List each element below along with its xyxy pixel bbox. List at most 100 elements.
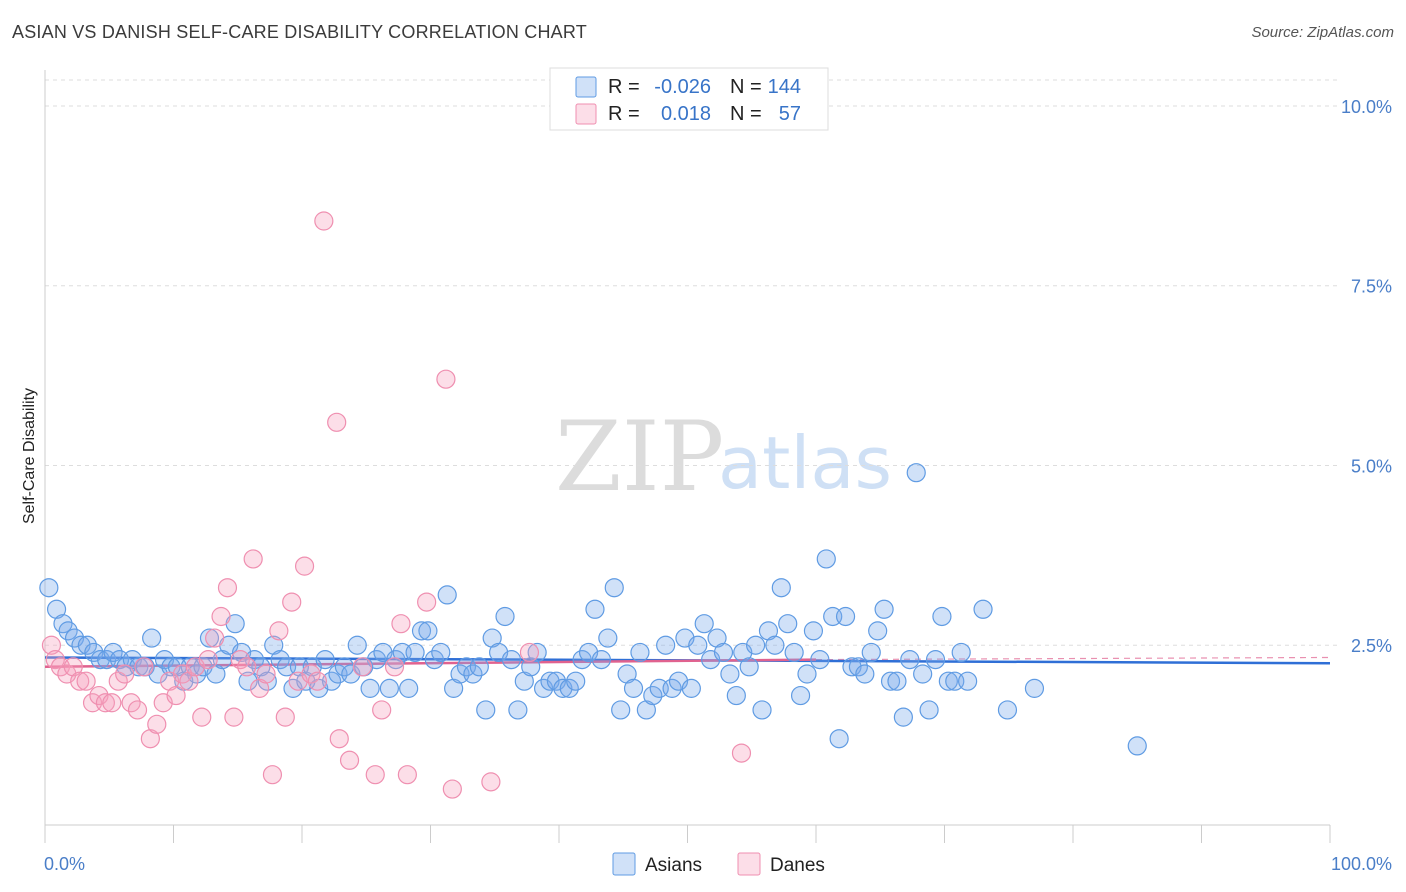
asian-point [630,642,650,663]
dane-point [127,700,148,720]
asian-point [973,599,993,619]
asian-point [495,606,515,627]
dane-point [249,678,270,698]
asian-point [559,678,579,698]
dane-point [365,765,385,785]
dane-point [327,412,347,432]
asian-point [501,650,522,670]
chart-title: ASIAN VS DANISH SELF-CARE DISABILITY COR… [12,22,587,42]
legend-n-value: 144 [768,76,801,98]
asian-point [418,621,438,641]
dane-point [147,714,167,734]
asian-point [784,642,804,663]
asian-point [656,635,676,655]
legend-n-value: 57 [779,103,801,125]
series-legend: Asians Danes [612,852,825,876]
asian-point [270,650,290,670]
asian-point [958,671,978,691]
asian-point [643,685,663,706]
asian-point [765,635,785,655]
dane-point [275,707,295,727]
legend-swatch-asians [575,76,597,98]
series-swatch-asians [612,852,636,876]
asian-point [758,621,779,641]
dane-point [134,657,154,677]
dane-point [179,671,199,691]
asian-point [264,635,284,655]
dane-point [442,779,462,799]
asian-point [527,642,547,663]
y-tick-labels: 2.5% 5.0% 7.5% 10.0% [1341,97,1392,656]
dane-point [243,549,263,569]
asian-point [925,650,946,670]
watermark-atlas: atlas [718,421,892,505]
asian-point [951,642,971,663]
dane-point [282,592,302,612]
asian-point [58,621,78,641]
asian-point [835,606,856,627]
dane-point [352,657,372,677]
asian-point [379,678,399,698]
asian-point [739,657,759,677]
dane-point [237,657,257,677]
dane-point [224,707,244,727]
dane-point [314,211,334,231]
asian-point [463,664,483,684]
dane-point [41,635,62,655]
asian-point [508,700,528,720]
asian-point [855,664,875,684]
dane-point [63,657,83,677]
asian-point [437,585,457,605]
asian-point [688,635,708,655]
asian-point [476,700,496,720]
asian-point [598,628,618,648]
asian-point [405,642,425,663]
asian-point [411,621,432,641]
dane-point [731,743,752,763]
correlation-legend: R = -0.026 N = 144 R = 0.018 N = 57 [549,67,829,131]
asian-point [315,650,335,670]
dane-point [102,693,122,713]
dane-point [372,700,392,720]
asian-point [810,650,830,670]
dane-point [262,765,283,785]
asian-point [1024,678,1045,698]
dane-point [269,621,289,641]
asian-point [868,621,888,641]
dane-point [519,642,540,663]
asian-point [617,664,637,684]
asian-point [707,628,727,648]
asian-point [746,635,766,655]
asian-point [469,657,489,677]
dane-point [108,671,128,691]
legend-n-label: N = [730,76,762,98]
asian-point [572,650,592,670]
asian-point [482,628,502,648]
asian-point [611,700,631,720]
asian-point [161,657,181,677]
asian-point [444,678,464,698]
dane-trend-extension [815,656,1331,661]
asian-point [778,614,798,634]
asian-point [77,635,98,655]
asian-point [938,671,958,691]
asian-point [662,678,682,698]
axes [44,70,1331,843]
asian-point [591,650,612,670]
asian-point [887,671,907,691]
dane-point [481,772,501,792]
asian-point [803,621,824,641]
asian-point [514,671,534,691]
asian-point [257,671,277,691]
dane-point [339,750,360,770]
gridlines [45,79,1338,646]
asian-point [142,628,162,648]
asian-point [46,599,67,619]
asian-point [694,614,714,634]
dane-point [391,614,411,634]
asian-point [681,678,701,698]
asian-point [431,642,451,663]
asian-point [848,657,869,677]
dane-point [217,578,238,598]
dane-point [198,650,218,670]
